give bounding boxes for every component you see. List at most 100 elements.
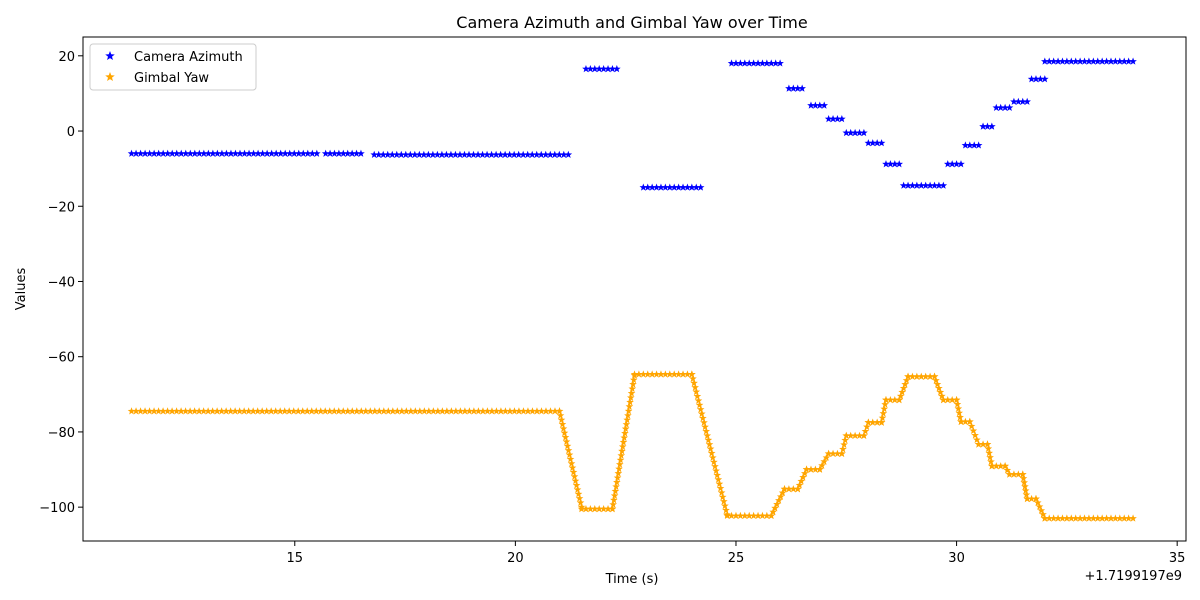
data-point — [895, 160, 904, 168]
data-point — [917, 372, 926, 380]
data-point — [789, 485, 798, 493]
data-point — [799, 473, 807, 481]
data-point — [560, 150, 568, 158]
data-point — [610, 491, 619, 499]
data-point — [935, 384, 943, 392]
data-point — [846, 128, 855, 137]
data-point — [986, 453, 994, 461]
data-point — [456, 407, 465, 415]
data-point — [899, 181, 908, 189]
data-point — [741, 511, 749, 520]
data-point — [703, 431, 712, 439]
data-point — [1027, 75, 1036, 83]
data-point — [564, 446, 573, 454]
data-point — [172, 149, 181, 157]
data-point — [948, 160, 956, 168]
data-point — [551, 407, 559, 415]
y-tick-label: 0 — [67, 125, 75, 140]
data-point — [745, 511, 754, 520]
data-point — [434, 407, 442, 415]
data-point — [1001, 462, 1009, 470]
data-point — [926, 372, 934, 380]
data-point — [562, 437, 571, 445]
y-axis-label: Values — [14, 268, 29, 311]
data-point — [679, 183, 687, 191]
data-point — [921, 372, 930, 380]
legend-marker — [105, 72, 115, 82]
data-point — [939, 395, 948, 404]
data-point — [612, 482, 620, 491]
data-point — [988, 462, 996, 470]
data-point — [754, 59, 762, 67]
data-point — [343, 149, 352, 157]
data-point — [483, 150, 491, 158]
data-point — [424, 150, 433, 158]
data-point — [136, 407, 145, 415]
data-point — [692, 183, 701, 191]
legend-label: Gimbal Yaw — [134, 71, 209, 86]
data-point — [451, 150, 460, 158]
data-point — [416, 407, 424, 415]
data-point — [1001, 103, 1009, 111]
data-point — [285, 407, 294, 415]
data-point — [763, 59, 771, 67]
data-point — [706, 444, 715, 453]
data-point — [339, 407, 348, 415]
data-point — [820, 101, 829, 109]
data-point — [186, 149, 195, 157]
data-point — [674, 183, 683, 191]
data-point — [841, 436, 849, 444]
data-point — [754, 511, 762, 520]
data-point — [595, 64, 604, 73]
data-point — [501, 407, 510, 415]
data-point — [415, 150, 424, 158]
data-point — [860, 431, 868, 439]
data-point — [933, 380, 942, 388]
data-point — [956, 413, 964, 421]
data-point — [722, 506, 730, 514]
data-point — [254, 149, 262, 157]
x-tick-label: 15 — [287, 551, 304, 566]
data-point — [190, 407, 199, 415]
data-point — [629, 375, 638, 384]
data-point — [683, 370, 692, 378]
data-point — [556, 411, 565, 419]
data-point — [628, 384, 637, 393]
data-point — [1076, 57, 1084, 65]
data-point — [833, 449, 842, 457]
data-point — [615, 464, 623, 473]
data-point — [621, 424, 630, 433]
data-point — [617, 451, 626, 459]
data-point — [955, 409, 964, 417]
data-point — [249, 149, 258, 157]
data-point — [611, 487, 620, 495]
data-point — [793, 84, 802, 92]
data-point — [648, 370, 656, 378]
data-point — [714, 475, 723, 483]
data-point — [1080, 514, 1089, 522]
data-point — [793, 485, 802, 493]
data-point — [930, 181, 939, 189]
data-point — [908, 372, 917, 380]
data-point — [1129, 514, 1137, 522]
data-point — [1058, 57, 1067, 65]
data-point — [572, 481, 581, 489]
data-point — [763, 511, 771, 520]
data-point — [537, 150, 546, 158]
data-point — [639, 370, 648, 378]
data-point — [785, 485, 793, 493]
data-point — [595, 505, 604, 513]
data-point — [393, 407, 402, 415]
data-point — [1014, 97, 1023, 105]
data-point — [615, 460, 624, 468]
data-point — [785, 84, 793, 92]
data-point — [571, 476, 580, 485]
data-point — [460, 150, 469, 158]
data-point — [1020, 478, 1029, 486]
data-point — [648, 183, 656, 191]
data-point — [177, 407, 185, 415]
data-point — [195, 149, 204, 157]
data-point — [330, 149, 339, 157]
data-point — [926, 181, 934, 189]
data-point — [702, 427, 710, 435]
